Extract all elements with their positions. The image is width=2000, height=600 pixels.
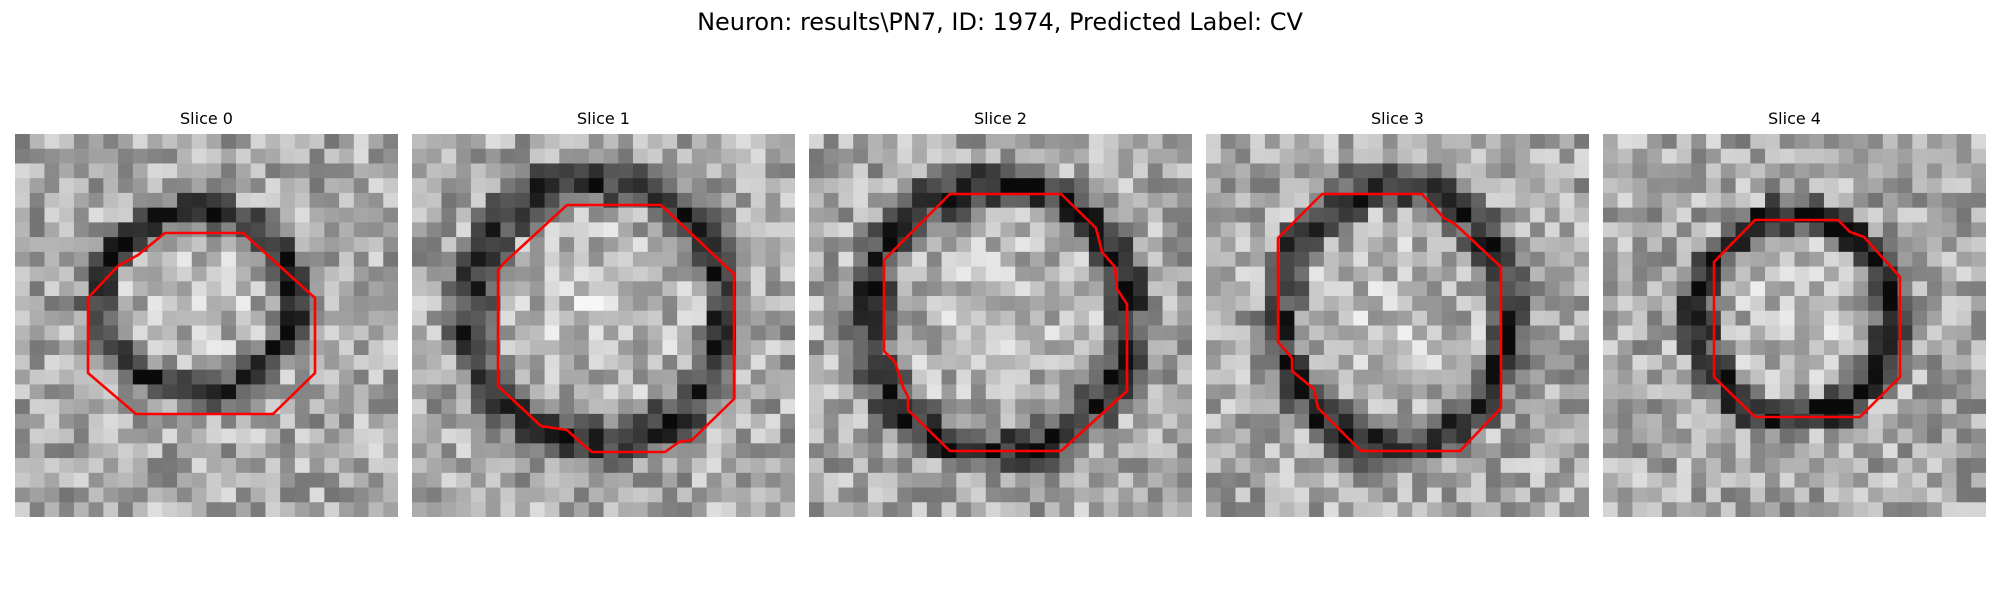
segmentation-contour-4	[1712, 218, 1902, 419]
slice-image-1	[412, 134, 795, 517]
slice-title-3: Slice 3	[1371, 109, 1424, 128]
slice-image-3	[1206, 134, 1589, 517]
segmentation-contour-0	[86, 231, 317, 416]
segmentation-contour-3	[1276, 192, 1503, 453]
figure-title: Neuron: results\PN7, ID: 1974, Predicted…	[697, 8, 1303, 36]
segmentation-contour-2	[882, 192, 1129, 453]
segmentation-contour-1	[496, 203, 736, 454]
slice-title-2: Slice 2	[974, 109, 1027, 128]
slice-image-4	[1603, 134, 1986, 517]
slice-image-2	[809, 134, 1192, 517]
slice-image-0	[15, 134, 398, 517]
slice-title-0: Slice 0	[180, 109, 233, 128]
slice-title-1: Slice 1	[577, 109, 630, 128]
slice-title-4: Slice 4	[1768, 109, 1821, 128]
